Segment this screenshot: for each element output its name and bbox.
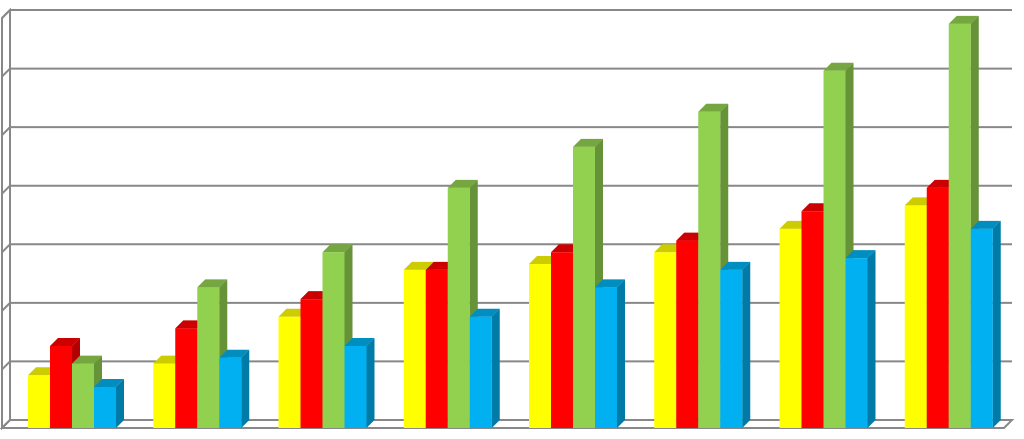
bar [50, 346, 72, 428]
wall-grid-line [1, 185, 11, 195]
bar [573, 146, 595, 428]
bar [344, 346, 367, 428]
bar [219, 357, 242, 428]
bar [72, 363, 94, 428]
bar [28, 375, 50, 428]
bar [779, 228, 802, 428]
bar-top [845, 250, 876, 259]
bar-side [366, 338, 375, 428]
bar-top [970, 220, 1001, 229]
bar [845, 258, 868, 428]
bar-side [867, 250, 876, 428]
bar-top [469, 308, 500, 317]
bar-side [742, 261, 751, 428]
bar [801, 211, 824, 428]
bar-top [595, 279, 625, 288]
wall-grid-line [1, 419, 11, 429]
bar [403, 269, 426, 428]
bar-top [72, 355, 102, 364]
bar [94, 387, 116, 428]
bar-top [948, 15, 979, 24]
bar [469, 316, 492, 428]
bar [654, 252, 677, 428]
bar [823, 70, 846, 428]
bar [551, 252, 573, 428]
bar-top [573, 138, 603, 147]
bar [425, 269, 448, 428]
bar-top [197, 279, 228, 288]
bar [948, 23, 971, 428]
bar-side [116, 379, 124, 428]
bar-top [50, 338, 80, 346]
bar [904, 205, 927, 428]
bar [153, 363, 176, 428]
wall-grid-line [1, 9, 11, 19]
bar [970, 228, 993, 428]
bar [447, 187, 470, 428]
bar-side [617, 279, 625, 428]
bar-side [992, 220, 1001, 428]
bar [926, 187, 949, 428]
bar [595, 287, 617, 428]
bar [529, 264, 551, 428]
bar-top [698, 103, 729, 112]
bar [720, 269, 743, 428]
bar [322, 252, 345, 428]
bar [698, 111, 721, 428]
wall-grid-line [1, 243, 11, 253]
bar-top [447, 179, 478, 188]
wall-grid-line [1, 126, 11, 136]
bar [300, 299, 323, 428]
wall-grid-line [1, 67, 11, 78]
bar-top [322, 244, 353, 253]
bar-side [491, 308, 500, 428]
bar-top [94, 379, 124, 387]
bar-top [823, 62, 854, 71]
bar-top [403, 261, 434, 270]
bar-top [344, 338, 375, 346]
bar-top [219, 349, 250, 358]
wall-grid-line [1, 302, 11, 312]
bar [278, 316, 301, 428]
bar [175, 328, 198, 428]
bar [197, 287, 220, 428]
wall-grid-line [1, 360, 11, 371]
bar-top [720, 261, 751, 270]
bar [676, 240, 699, 428]
bar-side [241, 349, 250, 428]
